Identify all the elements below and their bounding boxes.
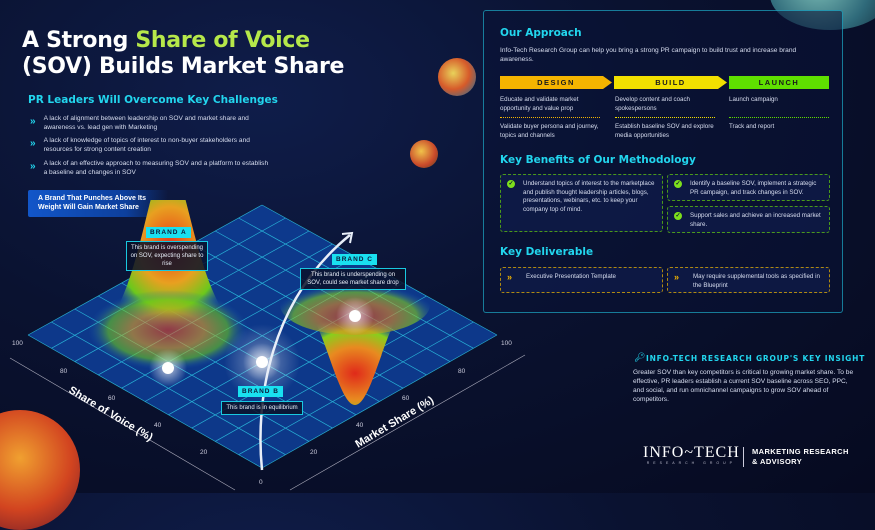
sov-market-share-surface-diagram: 100 80 60 40 20 0 100 80 60 40 20 Share …: [9, 200, 526, 491]
insight-heading: INFO-TECH RESEARCH GROUP'S KEY INSIGHT: [646, 354, 866, 363]
infotech-logo: INFO~TECH RESEARCH GROUP: [643, 444, 740, 466]
y-tick: 100: [501, 340, 512, 347]
chevron-icon: »: [30, 116, 36, 127]
check-icon: ✓: [507, 180, 515, 188]
phase-launch: LAUNCH: [729, 76, 829, 89]
benefit-box: ✓ Support sales and achieve an increased …: [667, 206, 830, 233]
build-item: Develop content and coach spokespersons: [615, 96, 690, 112]
planet-decoration: [410, 140, 438, 168]
design-item: Educate and validate market opportunity …: [500, 96, 579, 112]
division-name: MARKETING RESEARCH & ADVISORY: [752, 447, 849, 466]
chevron-icon: »: [30, 161, 36, 172]
brand-a-marker: [149, 349, 187, 387]
challenges-heading: PR Leaders Will Overcome Key Challenges: [28, 94, 278, 106]
x-tick: 60: [108, 395, 116, 402]
growth-arrow-head: [341, 231, 354, 244]
origin-tick: 0: [259, 479, 263, 486]
y-tick: 60: [402, 395, 410, 402]
brand-a-desc: This brand is overspending on SOV, expec…: [126, 241, 208, 271]
x-tick: 80: [60, 368, 68, 375]
phase-design: DESIGN: [500, 76, 612, 89]
brand-c-marker: [336, 297, 374, 335]
divider: [729, 117, 829, 118]
challenge-item: » A lack of knowledge of topics of intere…: [30, 137, 250, 153]
check-icon: ✓: [674, 180, 682, 188]
chevron-icon: »: [674, 272, 680, 282]
x-tick: 100: [12, 340, 23, 347]
brand-b-tag: BRAND B: [238, 386, 283, 397]
chevron-icon: »: [30, 138, 36, 149]
growth-arrow: [259, 234, 351, 471]
insight-text: Greater SOV than key competitors is crit…: [633, 369, 854, 403]
launch-item: Track and report: [729, 123, 775, 130]
x-tick: 40: [154, 422, 162, 429]
challenge-item: » A lack of alignment between leadership …: [30, 115, 249, 131]
approach-panel: [483, 10, 843, 313]
page-title: A Strong Share of Voice (SOV) Builds Mark…: [22, 28, 345, 79]
divider: [615, 117, 715, 118]
benefit-box: ✓ Identify a baseline SOV, implement a st…: [667, 174, 830, 201]
brand-b-desc: This brand is in equilibrium: [221, 401, 303, 415]
benefits-heading: Key Benefits of Our Methodology: [500, 154, 696, 166]
check-icon: ✓: [674, 212, 682, 220]
launch-item: Launch campaign: [729, 96, 778, 103]
brand-a-tag: BRAND A: [146, 227, 191, 238]
x-tick: 20: [200, 449, 208, 456]
benefit-box: ✓ Understand topics of interest to the ma…: [500, 174, 663, 232]
phase-build: BUILD: [614, 76, 727, 89]
tick-labels: 100 80 60 40 20 0 100 80 60 40 20: [12, 340, 512, 486]
callout-box: A Brand That Punches Above Its Weight Wi…: [28, 190, 168, 217]
planet-decoration: [438, 58, 476, 96]
x-axis-line: [9, 357, 236, 491]
key-icon: 🔑︎: [634, 352, 646, 362]
y-axis-line: [289, 354, 526, 491]
deliverable-heading: Key Deliverable: [500, 246, 594, 258]
y-tick: 40: [356, 422, 364, 429]
chevron-icon: »: [507, 272, 513, 282]
y-tick: 20: [310, 449, 318, 456]
logo-divider: [743, 447, 744, 467]
y-tick: 80: [458, 368, 466, 375]
peak-brand-a-base: [88, 290, 248, 370]
deliverable-box: » Executive Presentation Template: [500, 267, 663, 293]
divider: [500, 117, 600, 118]
brand-c-tag: BRAND C: [332, 254, 377, 265]
design-item: Validate buyer persona and journey, topi…: [500, 123, 599, 139]
brand-b-marker: [224, 324, 300, 400]
challenge-item: » A lack of an effective approach to meas…: [30, 160, 269, 176]
deliverable-box: » May require supplemental tools as speci…: [667, 267, 830, 293]
approach-desc: Info-Tech Research Group can help you br…: [500, 47, 797, 63]
build-item: Establish baseline SOV and explore media…: [615, 123, 714, 139]
brand-c-desc: This brand is underspending on SOV, coul…: [300, 268, 406, 290]
approach-heading: Our Approach: [500, 27, 582, 39]
